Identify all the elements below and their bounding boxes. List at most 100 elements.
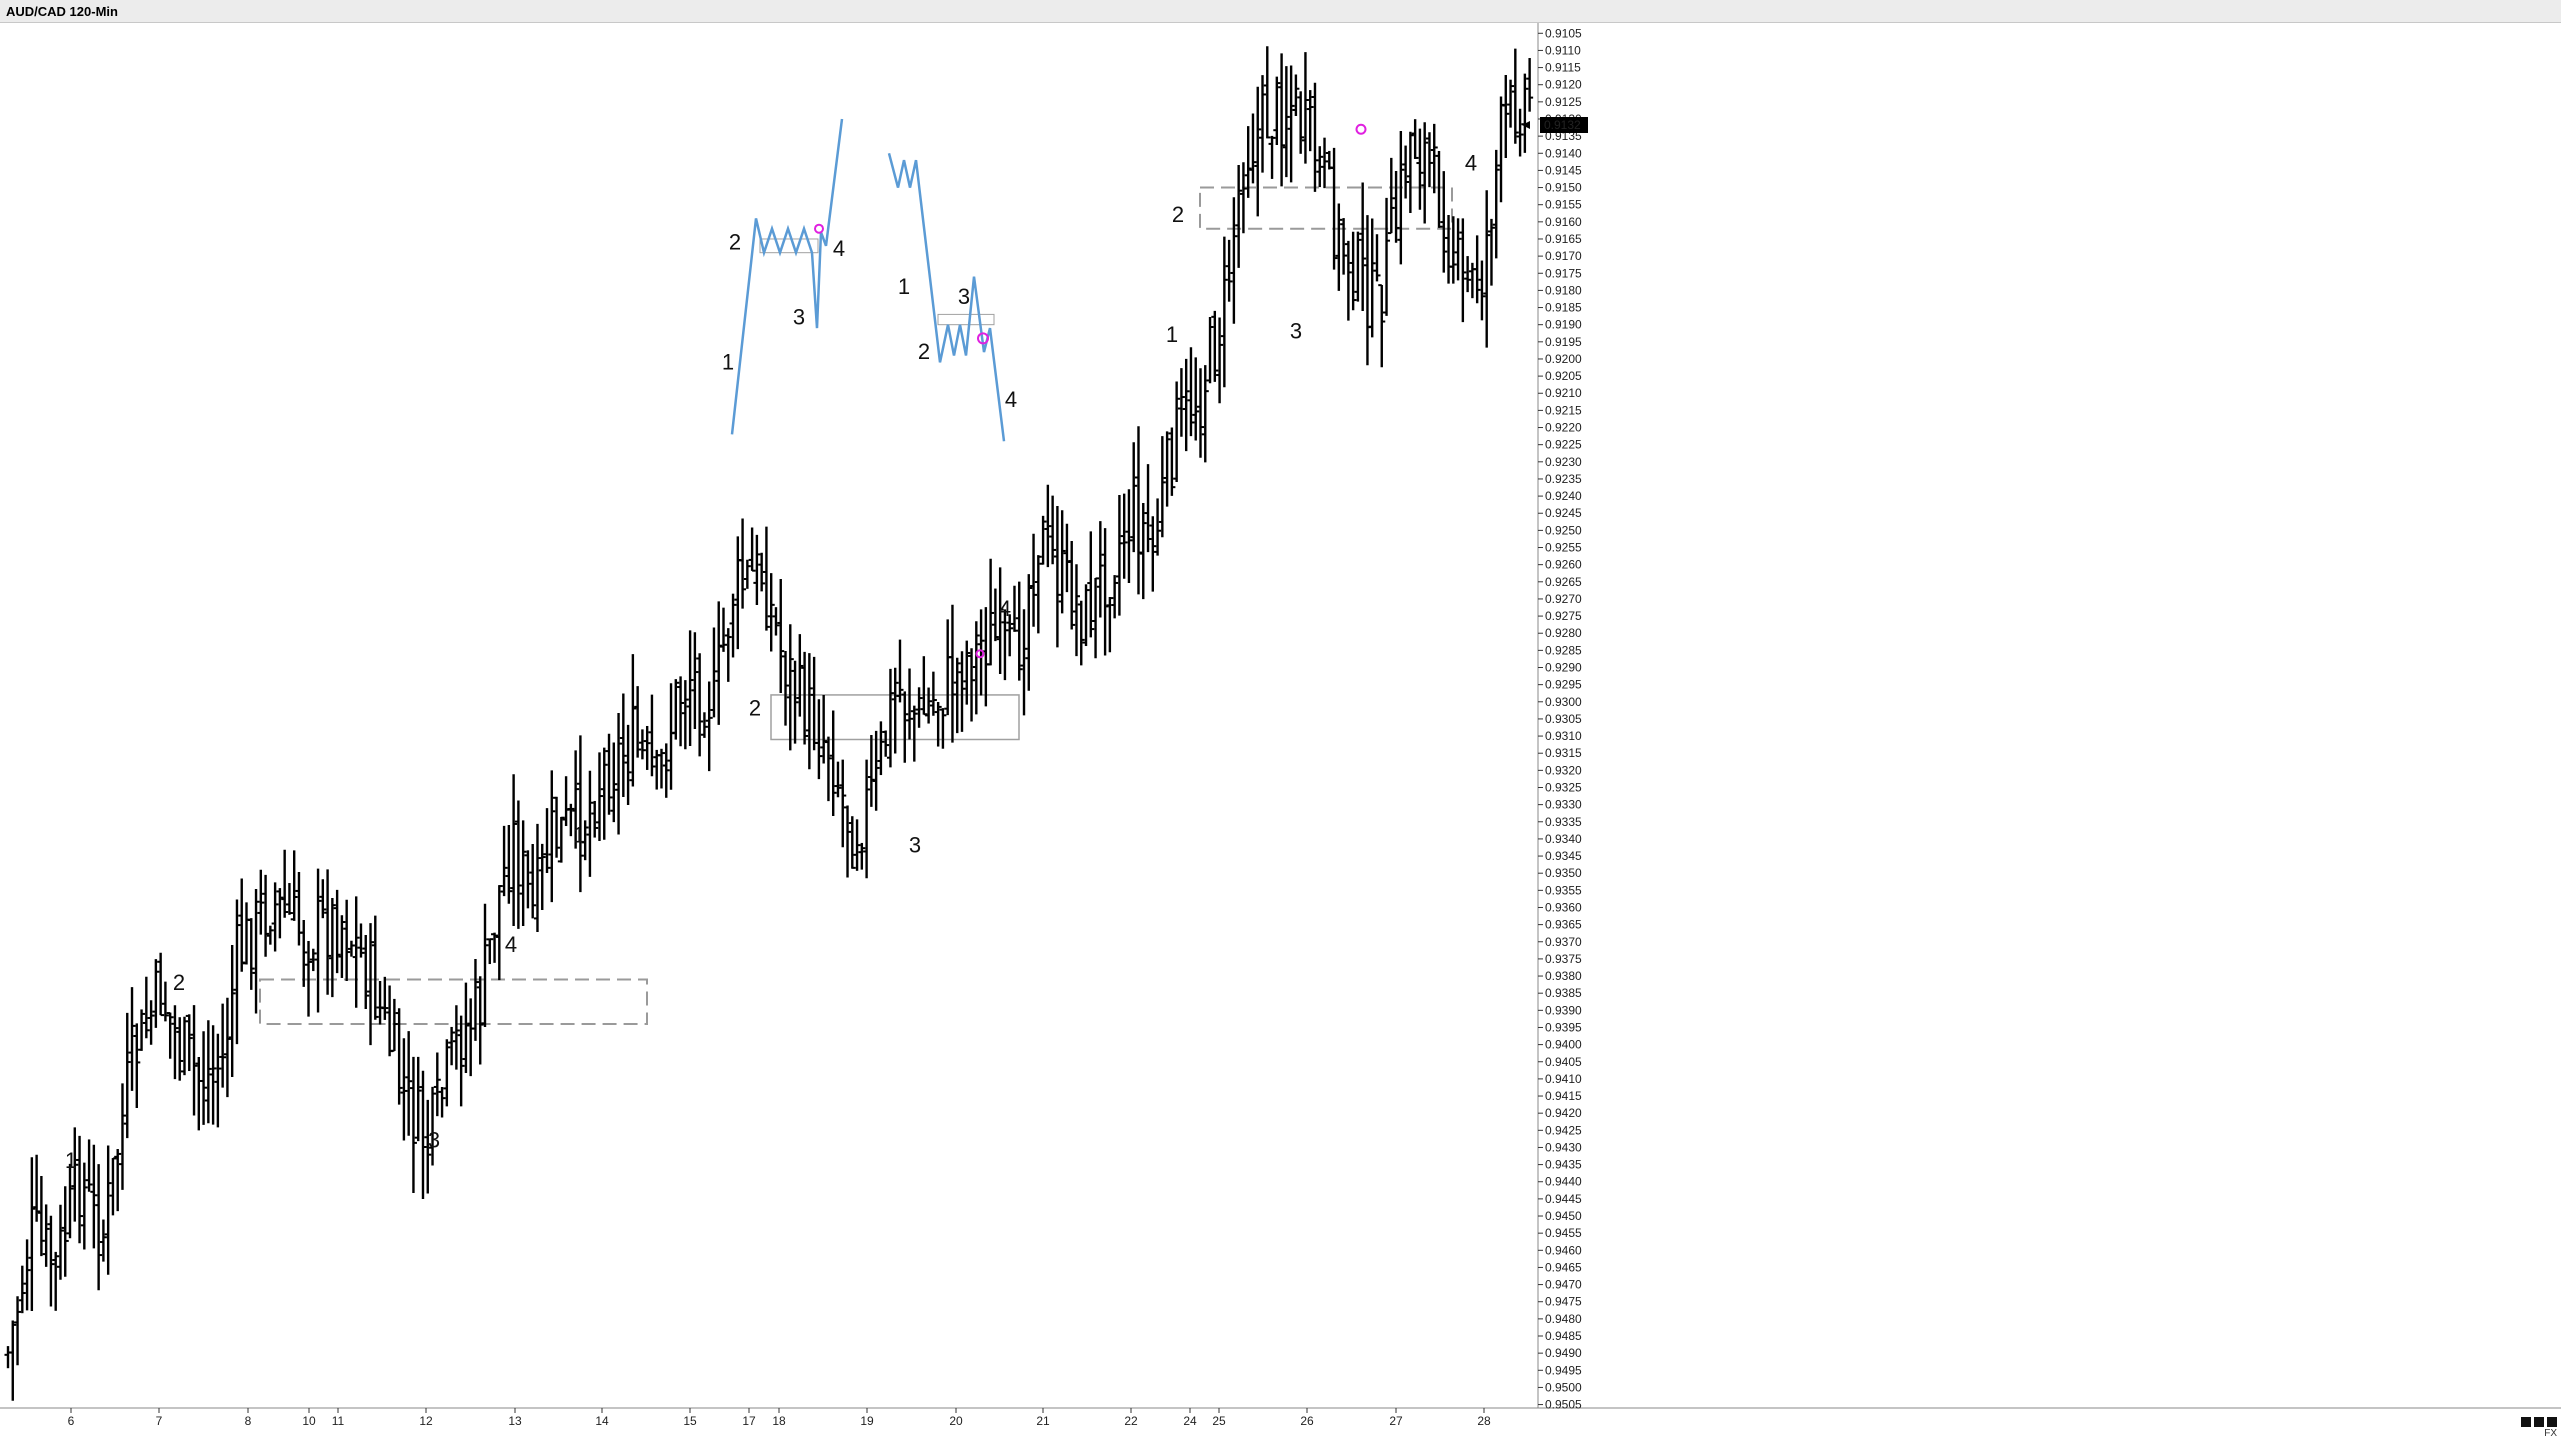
price-tick-label: 0.9165 <box>1545 232 1582 246</box>
price-tick-label: 0.9500 <box>1545 1380 1582 1394</box>
wave-label: 3 <box>909 833 921 858</box>
wave-label: 3 <box>1290 318 1302 343</box>
time-tick-label: 20 <box>949 1414 963 1428</box>
price-tick-label: 0.9365 <box>1545 918 1582 932</box>
time-axis[interactable]: 6 7 8 10 11 12 13 14 15 17 18 19 20 21 22 24 25 26 27 28 <box>68 1408 1491 1428</box>
price-tick-label: 0.9385 <box>1545 986 1582 1000</box>
schematic-label: 1 <box>898 274 910 299</box>
price-tick-label: 0.9345 <box>1545 849 1582 863</box>
time-tick-label: 25 <box>1212 1414 1226 1428</box>
schematic-label: 4 <box>833 236 845 261</box>
price-tick-label: 0.9415 <box>1545 1089 1582 1103</box>
price-tick-label: 0.9400 <box>1545 1038 1582 1052</box>
last-price-label: 0.9132 <box>1544 118 1581 132</box>
price-tick-label: 0.9215 <box>1545 403 1582 417</box>
price-tick-label: 0.9175 <box>1545 266 1582 280</box>
schematic-label: 3 <box>958 284 970 309</box>
schematic-range-box <box>759 238 819 254</box>
wave-label: 1 <box>573 822 585 847</box>
schematic-label: 4 <box>1005 387 1017 412</box>
price-tick-label: 0.9205 <box>1545 369 1582 383</box>
price-tick-label: 0.9425 <box>1545 1123 1582 1137</box>
price-tick-label: 0.9260 <box>1545 558 1582 572</box>
price-tick-label: 0.9295 <box>1545 678 1582 692</box>
schematic-label: 2 <box>918 339 930 364</box>
time-tick-label: 19 <box>860 1414 874 1428</box>
price-tick-label: 0.9185 <box>1545 301 1582 315</box>
time-tick-label: 7 <box>156 1414 163 1428</box>
dashed-range-box <box>1199 186 1453 230</box>
price-tick-label: 0.9360 <box>1545 900 1582 914</box>
price-tick-label: 0.9270 <box>1545 592 1582 606</box>
price-tick-label: 0.9375 <box>1545 952 1582 966</box>
wave-label: 1 <box>65 1148 77 1173</box>
time-tick-label: 28 <box>1477 1414 1491 1428</box>
price-tick-label: 0.9145 <box>1545 163 1582 177</box>
time-tick-label: 26 <box>1300 1414 1314 1428</box>
bearish-schematic-line <box>887 152 1006 442</box>
corner-square-3[interactable] <box>2547 1417 2557 1427</box>
price-tick-label: 0.9290 <box>1545 661 1582 675</box>
price-tick-label: 0.9390 <box>1545 1003 1582 1017</box>
price-tick-label: 0.9160 <box>1545 215 1582 229</box>
price-tick-label: 0.9395 <box>1545 1020 1582 1034</box>
schematic-label: 1 <box>722 349 734 374</box>
price-tick-label: 0.9170 <box>1545 249 1582 263</box>
circle-markers <box>814 123 1367 659</box>
wave-label: 4 <box>999 596 1011 621</box>
price-tick-label: 0.9235 <box>1545 472 1582 486</box>
price-tick-label: 0.9495 <box>1545 1363 1582 1377</box>
time-tick-label: 21 <box>1036 1414 1050 1428</box>
schematic-range-box <box>937 313 995 326</box>
wave-label: 4 <box>1465 150 1477 175</box>
time-tick-label: 22 <box>1124 1414 1138 1428</box>
price-tick-label: 0.9240 <box>1545 489 1582 503</box>
price-tick-label: 0.9355 <box>1545 883 1582 897</box>
price-tick-label: 0.9265 <box>1545 575 1582 589</box>
price-tick-label: 0.9210 <box>1545 386 1582 400</box>
price-tick-label: 0.9190 <box>1545 318 1582 332</box>
price-tick-label: 0.9340 <box>1545 832 1582 846</box>
price-tick-label: 0.9410 <box>1545 1072 1582 1086</box>
price-tick-label: 0.9250 <box>1545 523 1582 537</box>
bullish-schematic-line <box>730 118 844 435</box>
price-tick-label: 0.9315 <box>1545 746 1582 760</box>
price-tick-label: 0.9450 <box>1545 1209 1582 1223</box>
price-bars <box>4 46 1534 1401</box>
price-tick-label: 0.9320 <box>1545 763 1582 777</box>
price-tick-label: 0.9435 <box>1545 1158 1582 1172</box>
corner-square-2[interactable] <box>2534 1417 2544 1427</box>
price-tick-label: 0.9140 <box>1545 146 1582 160</box>
circle-marker <box>975 649 985 659</box>
price-tick-label: 0.9455 <box>1545 1226 1582 1240</box>
schematic-label: 2 <box>729 229 741 254</box>
last-price-arrow <box>1522 121 1530 129</box>
price-tick-label: 0.9150 <box>1545 181 1582 195</box>
time-tick-label: 14 <box>595 1414 609 1428</box>
wave-labels: 1 2 3 4 1 2 3 4 1 2 3 4 1 2 3 4 1 2 3 4 <box>65 150 1477 1173</box>
price-tick-label: 0.9195 <box>1545 335 1582 349</box>
price-axis[interactable]: 0.91050.91100.91150.91200.91250.91300.91… <box>1538 26 1582 1412</box>
price-tick-label: 0.9180 <box>1545 283 1582 297</box>
price-tick-label: 0.9505 <box>1545 1398 1582 1412</box>
price-tick-label: 0.9330 <box>1545 798 1582 812</box>
time-tick-label: 13 <box>508 1414 522 1428</box>
circle-marker <box>814 223 824 234</box>
price-tick-label: 0.9380 <box>1545 969 1582 983</box>
price-tick-label: 0.9310 <box>1545 729 1582 743</box>
wave-label: 1 <box>1166 322 1178 347</box>
price-tick-label: 0.9155 <box>1545 198 1582 212</box>
price-tick-label: 0.9440 <box>1545 1175 1582 1189</box>
price-tick-label: 0.9480 <box>1545 1312 1582 1326</box>
price-tick-label: 0.9350 <box>1545 866 1582 880</box>
price-tick-label: 0.9460 <box>1545 1243 1582 1257</box>
corner-buttons[interactable] <box>2521 1417 2557 1427</box>
wave-label: 3 <box>428 1127 440 1152</box>
corner-square-1[interactable] <box>2521 1417 2531 1427</box>
price-tick-label: 0.9305 <box>1545 712 1582 726</box>
time-tick-label: 27 <box>1389 1414 1403 1428</box>
fx-label: FX <box>2544 1428 2557 1439</box>
time-tick-label: 6 <box>68 1414 75 1428</box>
time-tick-label: 17 <box>742 1414 756 1428</box>
